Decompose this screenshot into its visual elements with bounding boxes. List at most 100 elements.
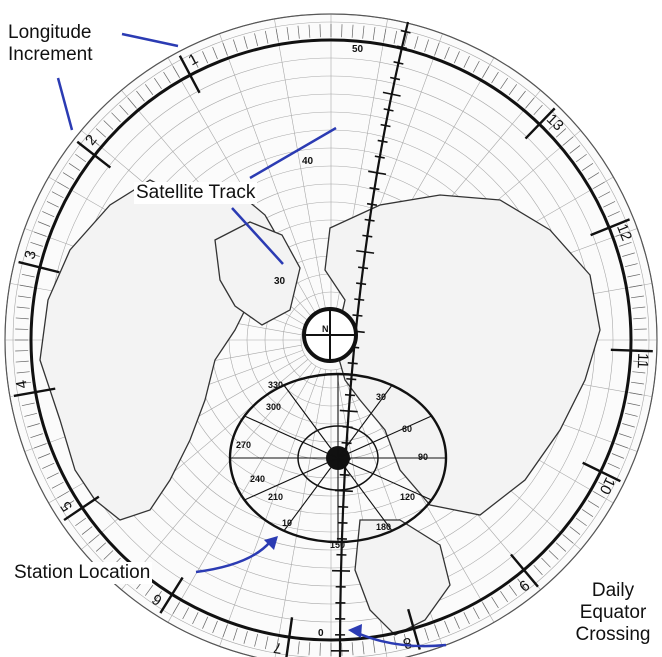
track-tick [383, 108, 394, 112]
rim-scale-mark [491, 71, 499, 84]
rim-scale-mark [582, 163, 594, 171]
rim-scale-mark [393, 30, 398, 44]
track-tick [346, 377, 357, 381]
rim-scale-mark [622, 423, 635, 428]
track-latitude-0: 0 [318, 628, 324, 639]
rim-number-7: 7 [272, 639, 283, 657]
rim-scale-mark [598, 191, 611, 199]
track-tick [393, 61, 404, 65]
rim-scale-mark [582, 509, 594, 517]
overlay-spoke [244, 415, 339, 459]
rim-scale-mark [30, 433, 43, 438]
rim-scale-mark [297, 25, 300, 39]
rim-scale-mark [403, 33, 408, 47]
rim-scale-mark [192, 55, 199, 68]
rim-scale-mark [500, 591, 508, 603]
callout-line-longitude-top [121, 32, 179, 48]
rim-scale-mark [163, 71, 171, 84]
overlay-number-30: 30 [376, 392, 386, 402]
rim-scale-mark [508, 84, 518, 96]
north-pole-marker [302, 307, 358, 363]
overlay-spoke [337, 457, 393, 532]
rim-scale-mark [555, 128, 567, 138]
rim-scale-mark [33, 231, 47, 237]
rim-tick-12 [590, 218, 631, 237]
rim-scale-mark [21, 273, 35, 278]
rim-scale-mark [372, 640, 376, 653]
track-tick [374, 155, 385, 159]
rim-scale-mark [562, 534, 574, 544]
rim-scale-mark [548, 550, 559, 560]
rim-scale-mark [18, 381, 31, 385]
rim-scale-mark [424, 39, 429, 52]
label-daily-equator-crossing-line3: Crossing [575, 624, 651, 645]
rim-scale-mark [569, 526, 581, 535]
overlay-number-240: 240 [250, 474, 265, 484]
track-tick [369, 187, 380, 191]
overlay-number-90: 90 [418, 452, 428, 462]
rim-scale-mark [555, 542, 567, 552]
rim-scale-mark [472, 607, 480, 620]
track-tick [366, 202, 378, 206]
overlay-number-330: 330 [268, 380, 283, 390]
rim-scale-mark [472, 60, 480, 73]
track-tick [362, 234, 373, 238]
rim-scale-mark [233, 628, 238, 641]
label-station-location: Station Location [12, 562, 153, 584]
label-daily-equator-crossing-line2: Equator [579, 602, 647, 623]
rim-scale-mark [243, 36, 248, 49]
rim-scale-mark [525, 97, 535, 109]
track-tick [339, 473, 350, 476]
outer-ring [29, 38, 633, 642]
overlay-spoke [283, 457, 339, 532]
track-tick [344, 393, 356, 397]
rim-scale-mark [212, 46, 218, 60]
rim-scale-mark [33, 443, 47, 449]
rim-scale-mark [15, 317, 29, 320]
track-tick [396, 45, 408, 50]
rim-number-10: 10 [596, 475, 619, 497]
rim-scale-mark [444, 46, 450, 60]
rim-scale-mark [212, 620, 218, 634]
track-tick [400, 29, 411, 34]
overlay-number-N: N [322, 324, 329, 334]
track-tick [377, 139, 388, 143]
rim-scale-mark [607, 211, 620, 218]
meridian-line [219, 33, 322, 312]
rim-scale-mark [362, 25, 365, 39]
rim-scale-mark [154, 77, 162, 89]
overlay-spoke [337, 384, 393, 459]
rim-scale-mark [631, 295, 644, 299]
rim-scale-mark [119, 104, 129, 116]
rim-scale-mark [434, 624, 440, 638]
rim-scale-mark [383, 28, 387, 42]
overlay-number-210: 210 [268, 492, 283, 502]
overlay-spoke [337, 415, 432, 459]
track-tick [354, 298, 365, 301]
rim-scale-mark [88, 136, 100, 146]
rim-scale-mark [414, 36, 419, 49]
rim-scale-mark [629, 284, 643, 288]
rim-scale-mark [254, 633, 259, 647]
landmass-greenland [214, 221, 301, 326]
overlay-number-60: 60 [402, 424, 412, 434]
rim-scale-mark [254, 33, 259, 47]
rim-scale-mark [62, 172, 75, 180]
meridian-line [219, 368, 322, 647]
rim-scale-mark [351, 642, 354, 656]
rim-scale-mark [624, 263, 638, 268]
label-longitude-increment-line2: Increment [8, 44, 93, 65]
rim-scale-mark [463, 612, 470, 625]
rim-scale-mark [88, 534, 100, 544]
rim-scale-mark [42, 462, 55, 469]
overlay-number-270: 270 [236, 440, 251, 450]
rim-scale-mark [222, 624, 228, 638]
rim-tick-13 [524, 107, 556, 140]
overlay-number-10: 10 [282, 518, 292, 528]
overlay-azimuth-spokes [230, 374, 446, 542]
track-tick [347, 361, 358, 365]
rim-scale-mark [202, 616, 209, 629]
satellite-track [338, 21, 410, 657]
rim-scale-mark [103, 120, 114, 130]
